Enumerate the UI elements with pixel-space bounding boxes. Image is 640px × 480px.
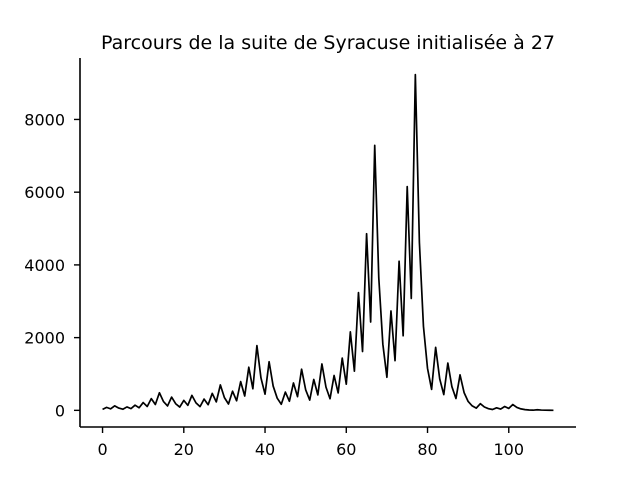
series-line	[102, 73, 554, 412]
x-tick-label: 40	[255, 440, 275, 459]
series-group	[102, 73, 554, 412]
x-tick-label: 20	[174, 440, 194, 459]
y-tick-label: 6000	[24, 183, 65, 202]
x-tick-label: 100	[493, 440, 524, 459]
chart-title: Parcours de la suite de Syracuse initial…	[101, 32, 555, 54]
y-ticks: 0 2000 4000 6000 8000	[24, 110, 80, 420]
x-ticks: 0 20 40 60 80 100	[97, 427, 524, 459]
y-tick-label: 2000	[24, 329, 65, 348]
x-tick-label: 60	[336, 440, 356, 459]
plot-area: 0 20 40 60 80 100 0 2000 4000 6000 8000	[24, 58, 576, 459]
x-tick-label: 0	[97, 440, 107, 459]
y-tick-label: 4000	[24, 256, 65, 275]
y-tick-label: 0	[55, 401, 65, 420]
y-tick-label: 8000	[24, 110, 65, 129]
x-tick-label: 80	[417, 440, 437, 459]
